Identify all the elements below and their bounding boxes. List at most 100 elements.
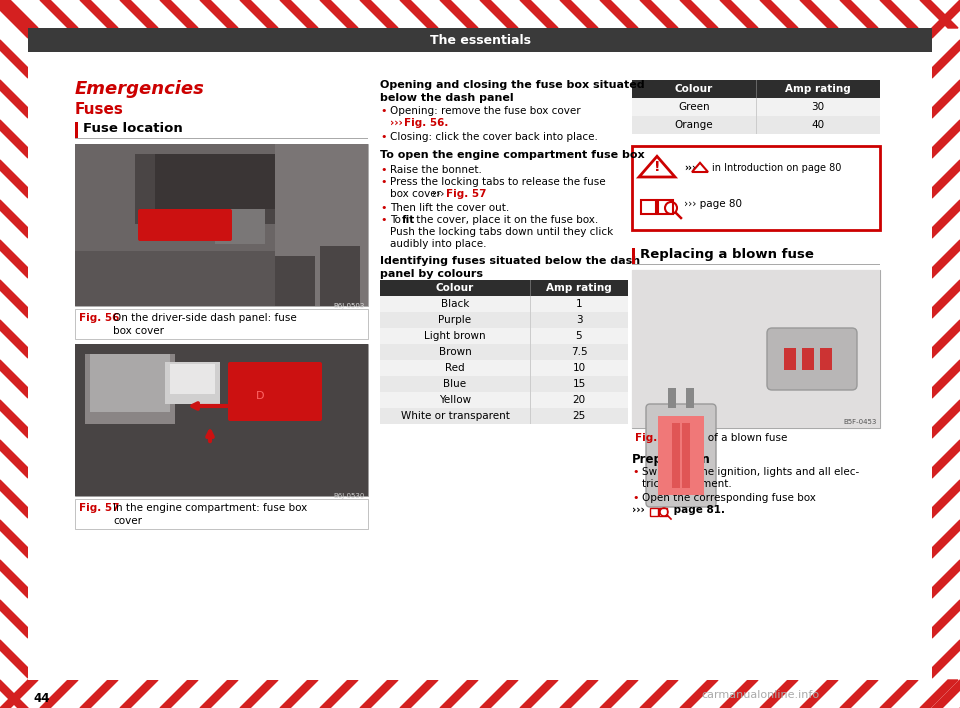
Bar xyxy=(275,256,315,306)
Polygon shape xyxy=(932,520,960,558)
Text: •: • xyxy=(380,215,387,225)
Polygon shape xyxy=(840,680,878,708)
Text: D: D xyxy=(255,391,264,401)
Polygon shape xyxy=(280,0,318,28)
Text: Orange: Orange xyxy=(675,120,713,130)
Polygon shape xyxy=(932,480,960,518)
Text: Fig. 56.: Fig. 56. xyxy=(404,118,448,128)
Polygon shape xyxy=(400,680,438,708)
Text: 3: 3 xyxy=(576,315,583,325)
Bar xyxy=(668,388,676,408)
Polygon shape xyxy=(720,680,758,708)
Polygon shape xyxy=(840,0,878,28)
Polygon shape xyxy=(0,440,28,478)
Bar xyxy=(380,344,628,360)
Text: Blue: Blue xyxy=(444,379,467,389)
Text: 40: 40 xyxy=(811,120,825,130)
Polygon shape xyxy=(200,680,238,708)
Polygon shape xyxy=(680,0,718,28)
Text: To open the engine compartment fuse box: To open the engine compartment fuse box xyxy=(380,150,644,160)
Polygon shape xyxy=(520,680,558,708)
Text: Fuses: Fuses xyxy=(75,102,124,117)
Polygon shape xyxy=(932,680,960,708)
Bar xyxy=(380,280,530,296)
Polygon shape xyxy=(0,0,38,28)
Polygon shape xyxy=(760,680,798,708)
Polygon shape xyxy=(480,680,518,708)
Polygon shape xyxy=(932,80,960,118)
FancyBboxPatch shape xyxy=(646,404,716,507)
Text: Fig. 57: Fig. 57 xyxy=(445,189,486,199)
Text: ›››: ››› xyxy=(390,118,406,128)
Polygon shape xyxy=(440,680,478,708)
Text: Preparation: Preparation xyxy=(632,453,710,466)
Bar xyxy=(802,348,814,370)
Bar xyxy=(0,680,960,708)
Bar xyxy=(932,0,960,708)
Polygon shape xyxy=(800,680,838,708)
Text: Opening and closing the fuse box situated
below the dash panel: Opening and closing the fuse box situate… xyxy=(380,80,644,103)
Polygon shape xyxy=(0,640,28,678)
Bar xyxy=(155,154,285,209)
Bar xyxy=(632,264,880,265)
Polygon shape xyxy=(932,560,960,598)
Polygon shape xyxy=(0,40,28,78)
Text: page 81.: page 81. xyxy=(670,505,725,515)
Text: •: • xyxy=(632,493,638,503)
Polygon shape xyxy=(160,0,198,28)
Text: Push the locking tabs down until they click: Push the locking tabs down until they cl… xyxy=(390,227,613,237)
Polygon shape xyxy=(932,240,960,278)
Polygon shape xyxy=(0,160,28,198)
Text: Green: Green xyxy=(678,102,709,112)
Bar xyxy=(672,423,680,488)
Text: Fig. 58: Fig. 58 xyxy=(635,433,676,443)
Polygon shape xyxy=(920,680,958,708)
Text: ››› page 80: ››› page 80 xyxy=(684,199,742,209)
Bar xyxy=(784,348,796,370)
Bar xyxy=(530,328,531,344)
Bar xyxy=(75,344,368,496)
Polygon shape xyxy=(720,0,758,28)
Text: trical equipment.: trical equipment. xyxy=(642,479,732,489)
Text: 20: 20 xyxy=(572,395,586,405)
Polygon shape xyxy=(932,320,960,358)
Bar xyxy=(75,251,368,306)
Bar xyxy=(380,296,628,312)
Polygon shape xyxy=(0,560,28,598)
Polygon shape xyxy=(120,0,158,28)
Polygon shape xyxy=(932,0,960,38)
Text: audibly into place.: audibly into place. xyxy=(390,239,487,249)
Polygon shape xyxy=(932,600,960,638)
Bar xyxy=(686,388,694,408)
Text: Yellow: Yellow xyxy=(439,395,471,405)
Polygon shape xyxy=(932,400,960,438)
Polygon shape xyxy=(932,360,960,398)
FancyBboxPatch shape xyxy=(767,328,857,390)
Bar xyxy=(380,328,628,344)
Polygon shape xyxy=(640,680,678,708)
Polygon shape xyxy=(0,320,28,358)
Text: To: To xyxy=(390,215,404,225)
Text: Brown: Brown xyxy=(439,347,471,357)
Text: Emergencies: Emergencies xyxy=(75,80,204,98)
Text: •: • xyxy=(380,132,387,142)
Text: Then lift the cover out.: Then lift the cover out. xyxy=(390,203,509,213)
Bar xyxy=(530,280,531,296)
Text: in Introduction on page 80: in Introduction on page 80 xyxy=(712,163,841,173)
Bar xyxy=(641,200,656,214)
Bar xyxy=(682,423,690,488)
Bar xyxy=(380,392,628,408)
Polygon shape xyxy=(0,240,28,278)
Polygon shape xyxy=(932,40,960,78)
Bar xyxy=(75,344,368,496)
Polygon shape xyxy=(280,680,318,708)
Bar xyxy=(632,248,635,264)
Polygon shape xyxy=(200,0,238,28)
Bar xyxy=(530,376,531,392)
Polygon shape xyxy=(40,680,78,708)
Bar xyxy=(28,28,932,52)
Text: Raise the bonnet.: Raise the bonnet. xyxy=(390,165,482,175)
Text: 25: 25 xyxy=(572,411,586,421)
Polygon shape xyxy=(0,600,28,638)
Polygon shape xyxy=(880,680,918,708)
